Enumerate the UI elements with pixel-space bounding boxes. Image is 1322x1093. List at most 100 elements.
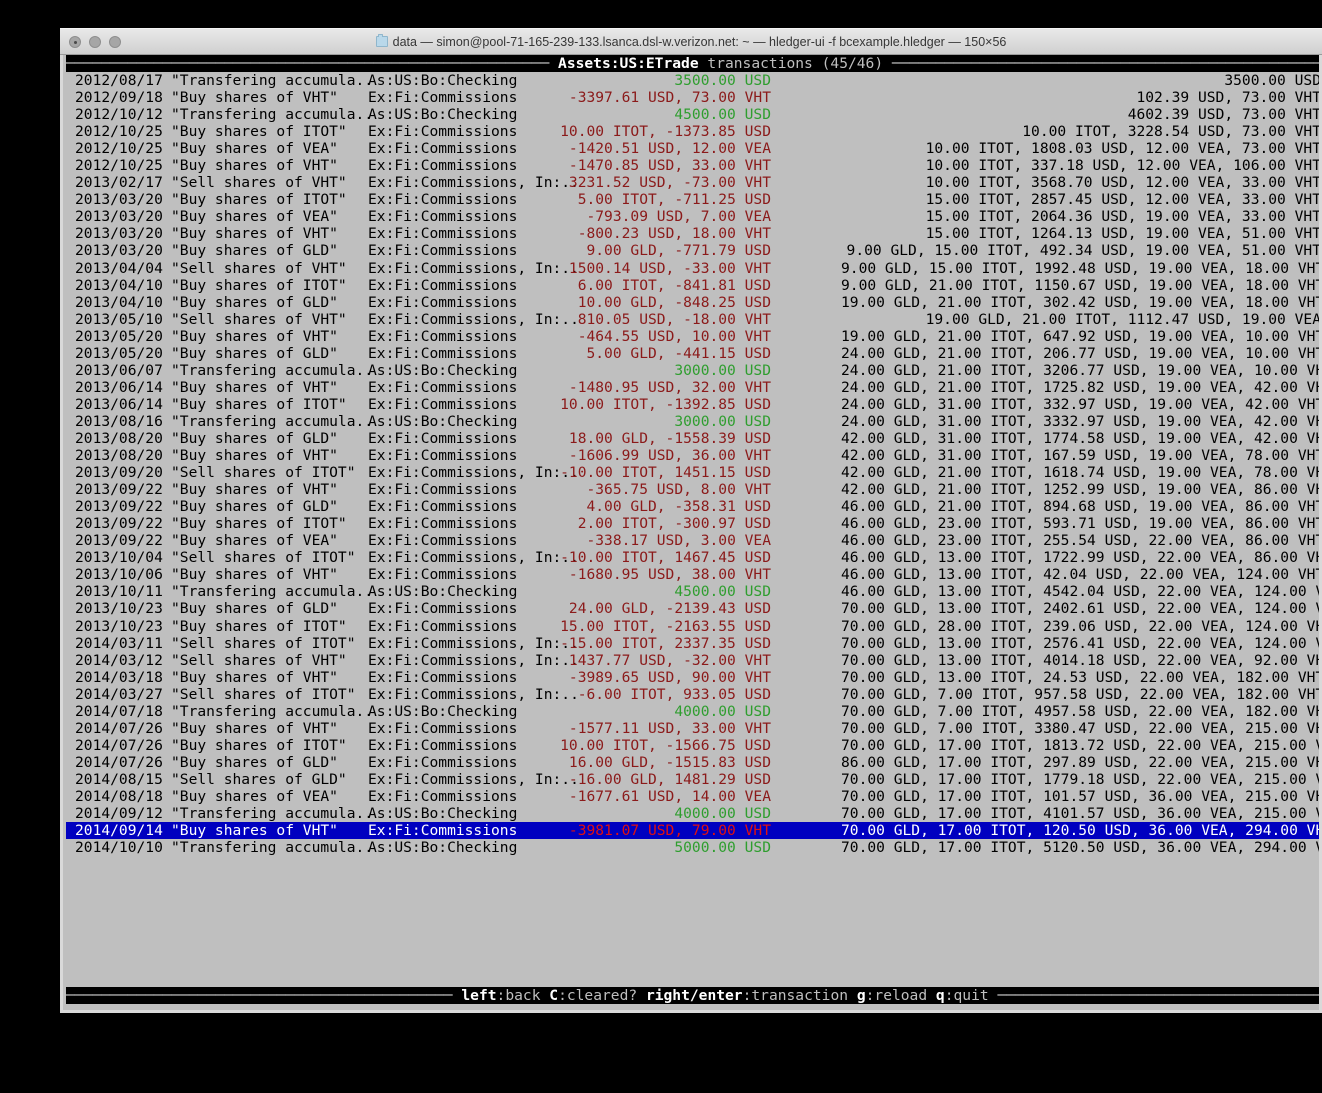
transaction-amount: 10.00 ITOT, -1566.75 USD bbox=[560, 736, 771, 754]
table-row[interactable]: 2014/09/14 "Buy shares of VHT" Ex:Fi:Commi… bbox=[66, 822, 1319, 840]
transaction-description: "Buy shares of VHT" bbox=[171, 822, 338, 840]
table-row[interactable]: 2013/03/20 "Buy shares of VEA" Ex:Fi:Commi… bbox=[66, 208, 1319, 226]
table-row[interactable]: 2013/08/20 "Buy shares of VHT" Ex:Fi:Commi… bbox=[66, 447, 1319, 464]
table-row[interactable]: 2014/09/12 "Transfering accumula.. As:US:B… bbox=[66, 805, 1319, 823]
transaction-running-balance: 70.00 GLD, 17.00 ITOT, 101.57 USD, 36.00… bbox=[841, 787, 1322, 805]
table-row[interactable]: 2013/10/04 "Sell shares of ITOT" Ex:Fi:Com… bbox=[66, 549, 1319, 567]
close-button[interactable] bbox=[69, 36, 81, 48]
transaction-amount: -1480.95 USD, 32.00 VHT bbox=[568, 378, 771, 396]
window-titlebar[interactable]: data — simon@pool-71-165-239-133.lsanca.… bbox=[60, 28, 1322, 55]
minimize-button[interactable] bbox=[89, 36, 101, 48]
table-row[interactable]: 2014/03/12 "Sell shares of VHT" Ex:Fi:Comm… bbox=[66, 652, 1319, 669]
table-row[interactable]: 2014/07/26 "Buy shares of ITOT" Ex:Fi:Comm… bbox=[66, 736, 1319, 754]
transaction-account: Ex:Fi:Commissions bbox=[368, 822, 518, 840]
footer-rule-right: ────────────────────────────────────────… bbox=[997, 987, 1322, 1004]
table-row[interactable]: 2013/10/06 "Buy shares of VHT" Ex:Fi:Commi… bbox=[66, 566, 1319, 583]
transaction-description: "Buy shares of VHT" bbox=[171, 327, 338, 345]
transaction-amount: -3989.65 USD, 90.00 VHT bbox=[568, 668, 771, 686]
table-row[interactable]: 2012/10/12 "Transfering accumula.. As:US:B… bbox=[66, 106, 1319, 124]
transaction-description: "Buy shares of ITOT" bbox=[171, 736, 347, 754]
transaction-amount: 4000.00 USD bbox=[674, 702, 771, 720]
transaction-date: 2014/07/26 bbox=[75, 736, 163, 754]
table-row[interactable]: 2012/09/18 "Buy shares of VHT" Ex:Fi:Commi… bbox=[66, 89, 1321, 107]
transaction-amount: 3000.00 USD bbox=[674, 412, 771, 430]
transaction-amount: 3500.00 USD bbox=[674, 72, 771, 89]
table-row[interactable]: 2013/03/20 "Buy shares of VHT" Ex:Fi:Commi… bbox=[66, 225, 1319, 243]
transaction-account: As:US:Bo:Checking bbox=[368, 106, 518, 124]
transaction-description: "Buy shares of VEA" bbox=[171, 787, 338, 805]
transaction-description: "Transfering accumula.. bbox=[171, 702, 374, 720]
transaction-running-balance: 10.00 ITOT, 3568.70 USD, 12.00 VEA, 33.0… bbox=[925, 174, 1321, 192]
transaction-description: "Buy shares of VHT" bbox=[171, 225, 338, 243]
table-row[interactable]: 2013/06/07 "Transfering accumula.. As:US:B… bbox=[66, 362, 1319, 379]
table-row[interactable]: 2012/08/17 "Transfering accumula.. As:US:B… bbox=[66, 72, 1321, 89]
transaction-description: "Buy shares of GLD" bbox=[171, 429, 338, 447]
transaction-date: 2014/10/10 bbox=[75, 839, 163, 857]
header-subtitle: transactions (45/46) bbox=[698, 55, 892, 72]
transaction-running-balance: 70.00 GLD, 7.00 ITOT, 957.58 USD, 22.00 … bbox=[841, 685, 1322, 703]
transaction-date: 2013/10/23 bbox=[75, 600, 163, 618]
table-row[interactable]: 2014/10/10 "Transfering accumula.. As:US:B… bbox=[66, 839, 1319, 857]
terminal-content[interactable]: ────────────────────────────────────────… bbox=[60, 55, 1322, 1013]
transaction-description: "Sell shares of GLD" bbox=[171, 770, 347, 788]
table-row[interactable]: 2012/10/25 "Buy shares of VEA" Ex:Fi:Commi… bbox=[66, 140, 1319, 157]
table-row[interactable]: 2013/04/10 "Buy shares of GLD" Ex:Fi:Commi… bbox=[66, 294, 1319, 311]
table-row[interactable]: 2014/07/26 "Buy shares of GLD" Ex:Fi:Commi… bbox=[66, 754, 1319, 771]
transaction-account: Ex:Fi:Commissions bbox=[368, 515, 518, 533]
table-row[interactable]: 2012/10/25 "Buy shares of ITOT" Ex:Fi:Comm… bbox=[66, 123, 1319, 140]
table-row[interactable]: 2013/05/20 "Buy shares of GLD" Ex:Fi:Commi… bbox=[66, 345, 1319, 362]
transaction-date: 2013/08/16 bbox=[75, 412, 163, 430]
table-row[interactable]: 2013/03/20 "Buy shares of GLD" Ex:Fi:Commi… bbox=[66, 242, 1319, 259]
table-row[interactable]: 2013/09/22 "Buy shares of GLD" Ex:Fi:Commi… bbox=[66, 498, 1322, 516]
table-row[interactable]: 2013/06/14 "Buy shares of ITOT" Ex:Fi:Comm… bbox=[66, 396, 1319, 413]
transaction-running-balance: 102.39 USD, 73.00 VHT bbox=[1136, 89, 1321, 107]
table-row[interactable]: 2013/09/22 "Buy shares of ITOT" Ex:Fi:Comm… bbox=[66, 515, 1322, 533]
transaction-date: 2014/09/12 bbox=[75, 805, 163, 823]
table-row[interactable]: 2013/03/20 "Buy shares of ITOT" Ex:Fi:Comm… bbox=[66, 191, 1319, 208]
table-row[interactable]: 2013/09/22 "Buy shares of VEA" Ex:Fi:Commi… bbox=[66, 532, 1319, 549]
table-row[interactable]: 2012/10/25 "Buy shares of VHT" Ex:Fi:Commi… bbox=[66, 157, 1319, 174]
table-row[interactable]: 2013/10/23 "Buy shares of GLD" Ex:Fi:Commi… bbox=[66, 600, 1319, 618]
footer-key-left[interactable]: left bbox=[461, 987, 497, 1004]
footer-key-g[interactable]: g bbox=[856, 987, 866, 1004]
transaction-date: 2013/09/20 bbox=[75, 464, 163, 482]
table-row[interactable]: 2013/09/20 "Sell shares of ITOT" Ex:Fi:Com… bbox=[66, 464, 1319, 482]
table-row[interactable]: 2013/05/20 "Buy shares of VHT" Ex:Fi:Commi… bbox=[66, 327, 1319, 345]
table-row[interactable]: 2014/03/11 "Sell shares of ITOT" Ex:Fi:Com… bbox=[66, 634, 1319, 652]
transaction-description: "Buy shares of ITOT" bbox=[171, 515, 347, 533]
transaction-running-balance: 3500.00 USD bbox=[1224, 72, 1321, 89]
table-row[interactable]: 2014/08/15 "Sell shares of GLD" Ex:Fi:Comm… bbox=[66, 770, 1319, 788]
transaction-date: 2014/07/26 bbox=[75, 719, 163, 737]
transaction-account: Ex:Fi:Commissions, In:.. bbox=[368, 549, 579, 567]
transaction-amount: 6.00 ITOT, -841.81 USD bbox=[577, 276, 771, 294]
transaction-description: "Sell shares of ITOT" bbox=[171, 634, 356, 652]
window-controls[interactable] bbox=[69, 36, 121, 48]
footer-key-right-enter[interactable]: right/enter bbox=[645, 987, 743, 1004]
transaction-account: Ex:Fi:Commissions bbox=[368, 208, 518, 226]
table-row[interactable]: 2013/02/17 "Sell shares of VHT" Ex:Fi:Comm… bbox=[66, 174, 1321, 192]
table-row[interactable]: 2013/10/23 "Buy shares of ITOT" Ex:Fi:Comm… bbox=[66, 618, 1319, 635]
table-row[interactable]: 2013/04/10 "Buy shares of ITOT" Ex:Fi:Comm… bbox=[66, 276, 1319, 294]
transaction-description: "Transfering accumula.. bbox=[171, 583, 374, 601]
maximize-button[interactable] bbox=[109, 36, 121, 48]
table-row[interactable]: 2014/03/18 "Buy shares of VHT" Ex:Fi:Commi… bbox=[66, 668, 1319, 686]
table-row[interactable]: 2013/08/16 "Transfering accumula.. As:US:B… bbox=[66, 412, 1319, 430]
table-row[interactable]: 2014/03/27 "Sell shares of ITOT" Ex:Fi:Com… bbox=[66, 685, 1322, 703]
table-row[interactable]: 2013/08/20 "Buy shares of GLD" Ex:Fi:Commi… bbox=[66, 429, 1319, 447]
table-row[interactable]: 2013/10/11 "Transfering accumula.. As:US:B… bbox=[66, 583, 1319, 601]
table-row[interactable]: 2014/07/18 "Transfering accumula.. As:US:B… bbox=[66, 702, 1319, 720]
footer-key-c[interactable]: C bbox=[549, 987, 559, 1004]
transaction-account: Ex:Fi:Commissions bbox=[368, 719, 518, 737]
transaction-running-balance: 46.00 GLD, 23.00 ITOT, 593.71 USD, 19.00… bbox=[841, 515, 1322, 533]
transaction-description: "Buy shares of GLD" bbox=[171, 498, 338, 516]
footer-key-q[interactable]: q bbox=[935, 987, 945, 1004]
transaction-running-balance: 46.00 GLD, 21.00 ITOT, 894.68 USD, 19.00… bbox=[841, 498, 1322, 516]
table-row[interactable]: 2013/05/10 "Sell shares of VHT" Ex:Fi:Comm… bbox=[66, 311, 1319, 328]
table-row[interactable]: 2013/04/04 "Sell shares of VHT" Ex:Fi:Comm… bbox=[66, 260, 1319, 277]
table-row[interactable]: 2014/07/26 "Buy shares of VHT" Ex:Fi:Commi… bbox=[66, 719, 1319, 737]
transaction-description: "Sell shares of ITOT" bbox=[171, 464, 356, 482]
transaction-date: 2012/09/18 bbox=[75, 89, 163, 107]
table-row[interactable]: 2014/08/18 "Buy shares of VEA" Ex:Fi:Commi… bbox=[66, 787, 1322, 805]
table-row[interactable]: 2013/09/22 "Buy shares of VHT" Ex:Fi:Commi… bbox=[66, 481, 1319, 498]
table-row[interactable]: 2013/06/14 "Buy shares of VHT" Ex:Fi:Commi… bbox=[66, 378, 1319, 396]
